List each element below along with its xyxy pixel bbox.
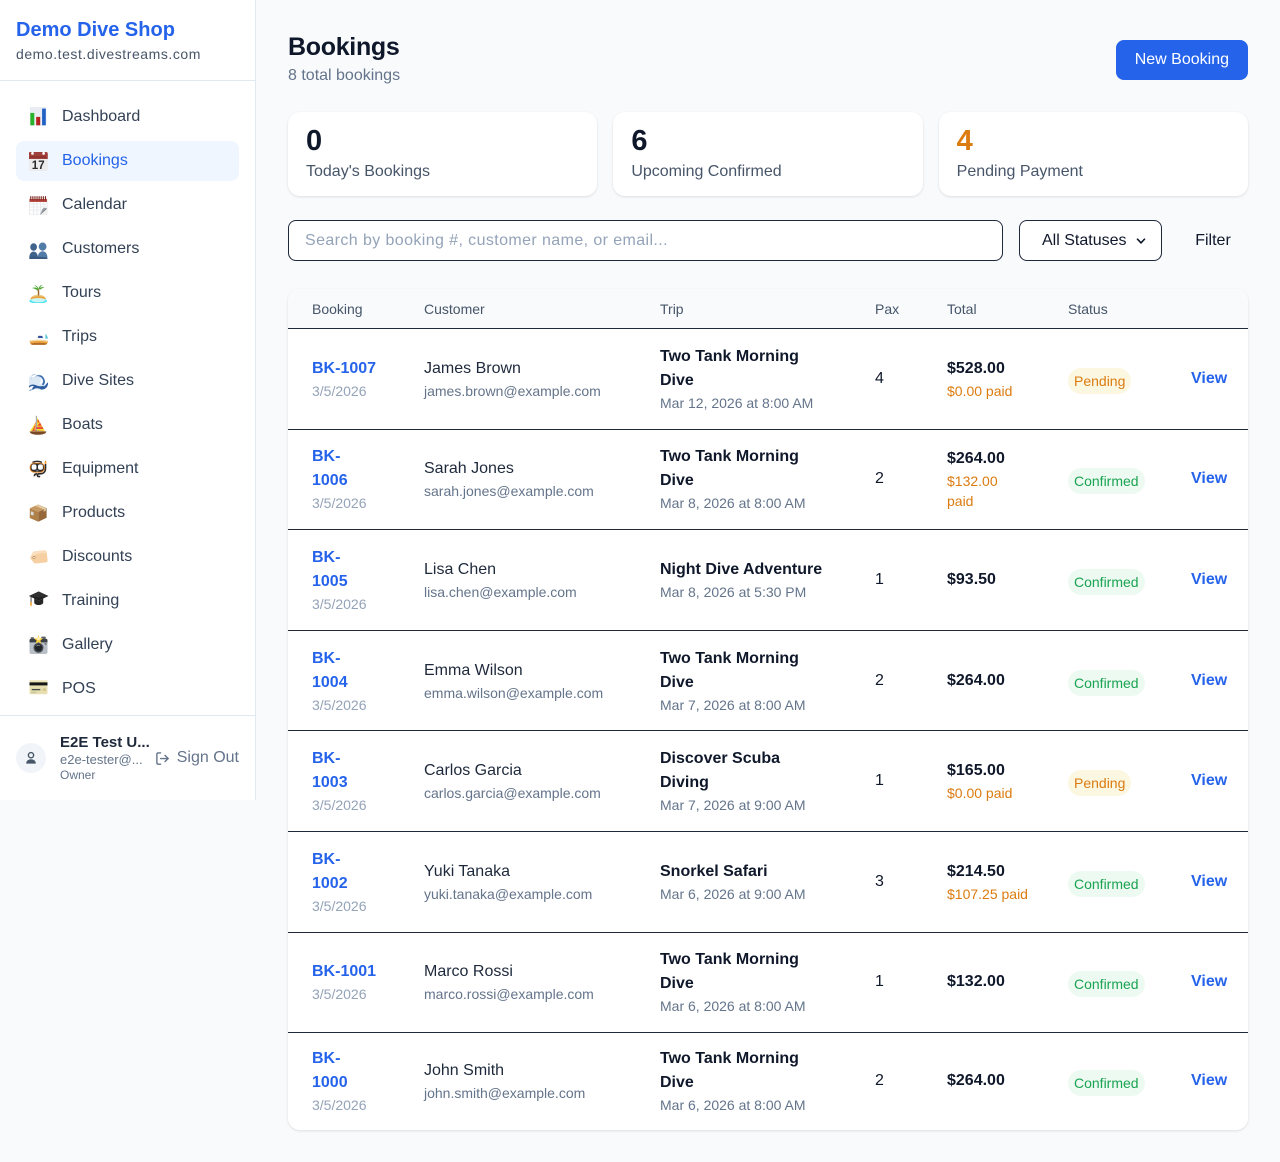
svg-text:17: 17	[32, 160, 45, 171]
